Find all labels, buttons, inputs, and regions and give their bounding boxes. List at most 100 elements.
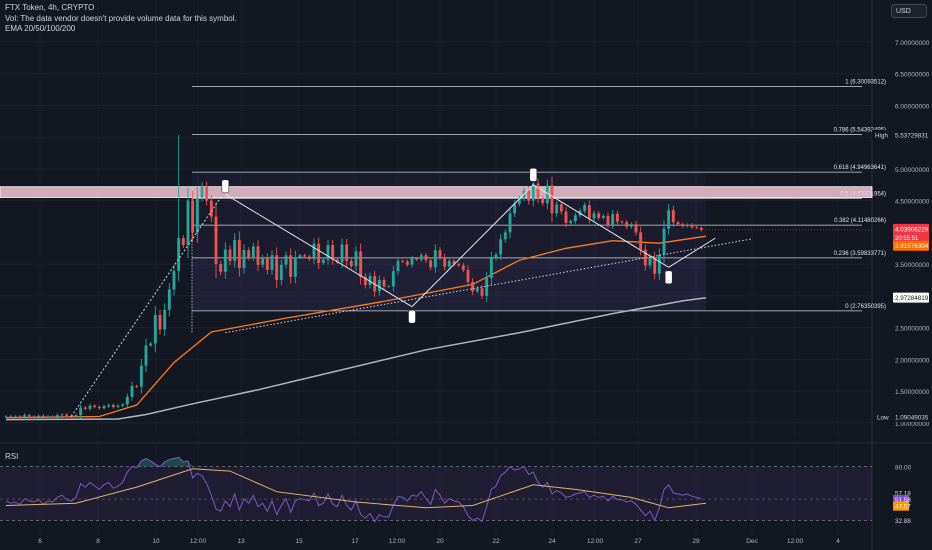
candle-body xyxy=(695,227,699,229)
x-tick-label: 10 xyxy=(152,538,160,545)
candle-body xyxy=(284,255,288,265)
candle-body xyxy=(256,246,260,265)
rsi-ma-value-tag: 47.57 xyxy=(895,504,911,511)
x-tick-label: 12:00 xyxy=(190,538,207,545)
candle-body xyxy=(354,251,358,267)
candle-body xyxy=(307,256,311,260)
candle-body xyxy=(377,280,381,292)
candle-body xyxy=(237,240,241,268)
candle-body xyxy=(685,224,689,227)
candle-body xyxy=(503,232,507,240)
candle-body xyxy=(293,257,297,277)
candle-body xyxy=(452,260,456,265)
candle-body xyxy=(37,415,41,418)
candle-body xyxy=(32,416,36,418)
candle-body xyxy=(559,204,563,212)
candle-body xyxy=(177,238,181,272)
symbol-title[interactable]: FTX Token, 4h, CRYPTO xyxy=(5,3,95,12)
candle-body xyxy=(97,406,101,409)
rally-dotted-line xyxy=(70,197,222,417)
drawings[interactable] xyxy=(70,168,753,417)
candle-body xyxy=(699,227,703,230)
candle-body xyxy=(125,396,129,405)
fib-level-label: 0.5 (4.53221954) xyxy=(840,192,886,198)
candle-body xyxy=(555,204,559,214)
candle-body xyxy=(93,405,97,407)
candle-body xyxy=(13,416,17,418)
candle-body xyxy=(447,260,451,267)
candle-body xyxy=(153,314,157,344)
grid xyxy=(0,41,872,424)
candle-body xyxy=(88,405,92,409)
low-value-tag: 1.09049035 xyxy=(895,415,929,422)
candle-body xyxy=(195,197,199,233)
x-tick-label: 29 xyxy=(692,538,700,545)
candle-body xyxy=(242,250,246,268)
current-price-value: 4.03906229 xyxy=(895,226,929,233)
fib-level-label: 0.382 (4.11480266) xyxy=(834,218,886,224)
candle-body xyxy=(149,343,153,346)
chart-legend: FTX Token, 4h, CRYPTO Vol: The data vend… xyxy=(5,3,237,35)
candle-body xyxy=(359,251,363,277)
rsi-line xyxy=(5,456,702,523)
candle-body xyxy=(625,222,629,227)
candle-body xyxy=(209,200,213,217)
ema-indicator-label[interactable]: EMA 20/50/100/200 xyxy=(5,24,76,33)
rsi-overbought-fill xyxy=(6,457,702,467)
high-label: High xyxy=(875,132,888,139)
candle-body xyxy=(298,255,302,258)
candle-body xyxy=(573,215,577,221)
candles xyxy=(4,134,703,420)
x-tick-label: 12:00 xyxy=(787,538,804,545)
candle-body xyxy=(438,250,442,258)
candle-body xyxy=(223,249,227,272)
candle-body xyxy=(363,276,367,286)
candle-body xyxy=(405,261,409,265)
candle-body xyxy=(681,224,685,227)
y-tick-label: 1.00000000 xyxy=(895,421,930,428)
candle-body xyxy=(587,205,591,219)
candle-body xyxy=(102,406,106,409)
candle-body xyxy=(634,224,638,233)
candle-body xyxy=(508,213,512,233)
candle-body xyxy=(55,415,59,418)
rsi-ma-line xyxy=(5,468,707,509)
rsi-title[interactable]: RSI xyxy=(5,452,19,461)
candle-body xyxy=(41,415,45,418)
candle-body xyxy=(79,407,83,416)
candle-body xyxy=(83,407,87,409)
fibonacci-levels: 1 (6.30093512) 0.786 (5.54392495) 0.618 (4… xyxy=(192,79,886,312)
candle-body xyxy=(233,240,237,261)
fib-level-label: 1 (6.30093512) xyxy=(845,79,886,85)
candle-body xyxy=(485,278,489,296)
candle-body xyxy=(130,385,134,397)
ema-value-bg xyxy=(893,240,929,251)
candle-body xyxy=(415,258,419,260)
candle-body xyxy=(265,257,269,270)
candle-body xyxy=(480,288,484,296)
candle-body xyxy=(653,257,657,274)
candle-body xyxy=(643,249,647,266)
pattern-line xyxy=(533,184,669,268)
candle-body xyxy=(545,185,549,204)
candle-body xyxy=(167,289,171,310)
candle-body xyxy=(433,250,437,268)
candle-body xyxy=(620,221,624,223)
y-tick-label: 7.00000000 xyxy=(895,40,930,47)
candle-body xyxy=(401,260,405,262)
currency-button[interactable]: USD xyxy=(891,4,927,18)
current-price-bg xyxy=(893,223,929,243)
x-tick-label: 24 xyxy=(548,538,556,545)
candle-body xyxy=(583,205,587,211)
candle-body xyxy=(475,288,479,292)
candle-body xyxy=(564,211,568,223)
candle-body xyxy=(279,264,283,280)
candle-body xyxy=(4,416,8,418)
candle-body xyxy=(139,365,143,387)
candle-body xyxy=(200,186,204,198)
y-tick-label: 6.00000000 xyxy=(895,103,930,110)
low-label: Low xyxy=(877,415,889,422)
x-tick-label: 27 xyxy=(634,538,642,545)
rsi-pane xyxy=(0,456,872,523)
